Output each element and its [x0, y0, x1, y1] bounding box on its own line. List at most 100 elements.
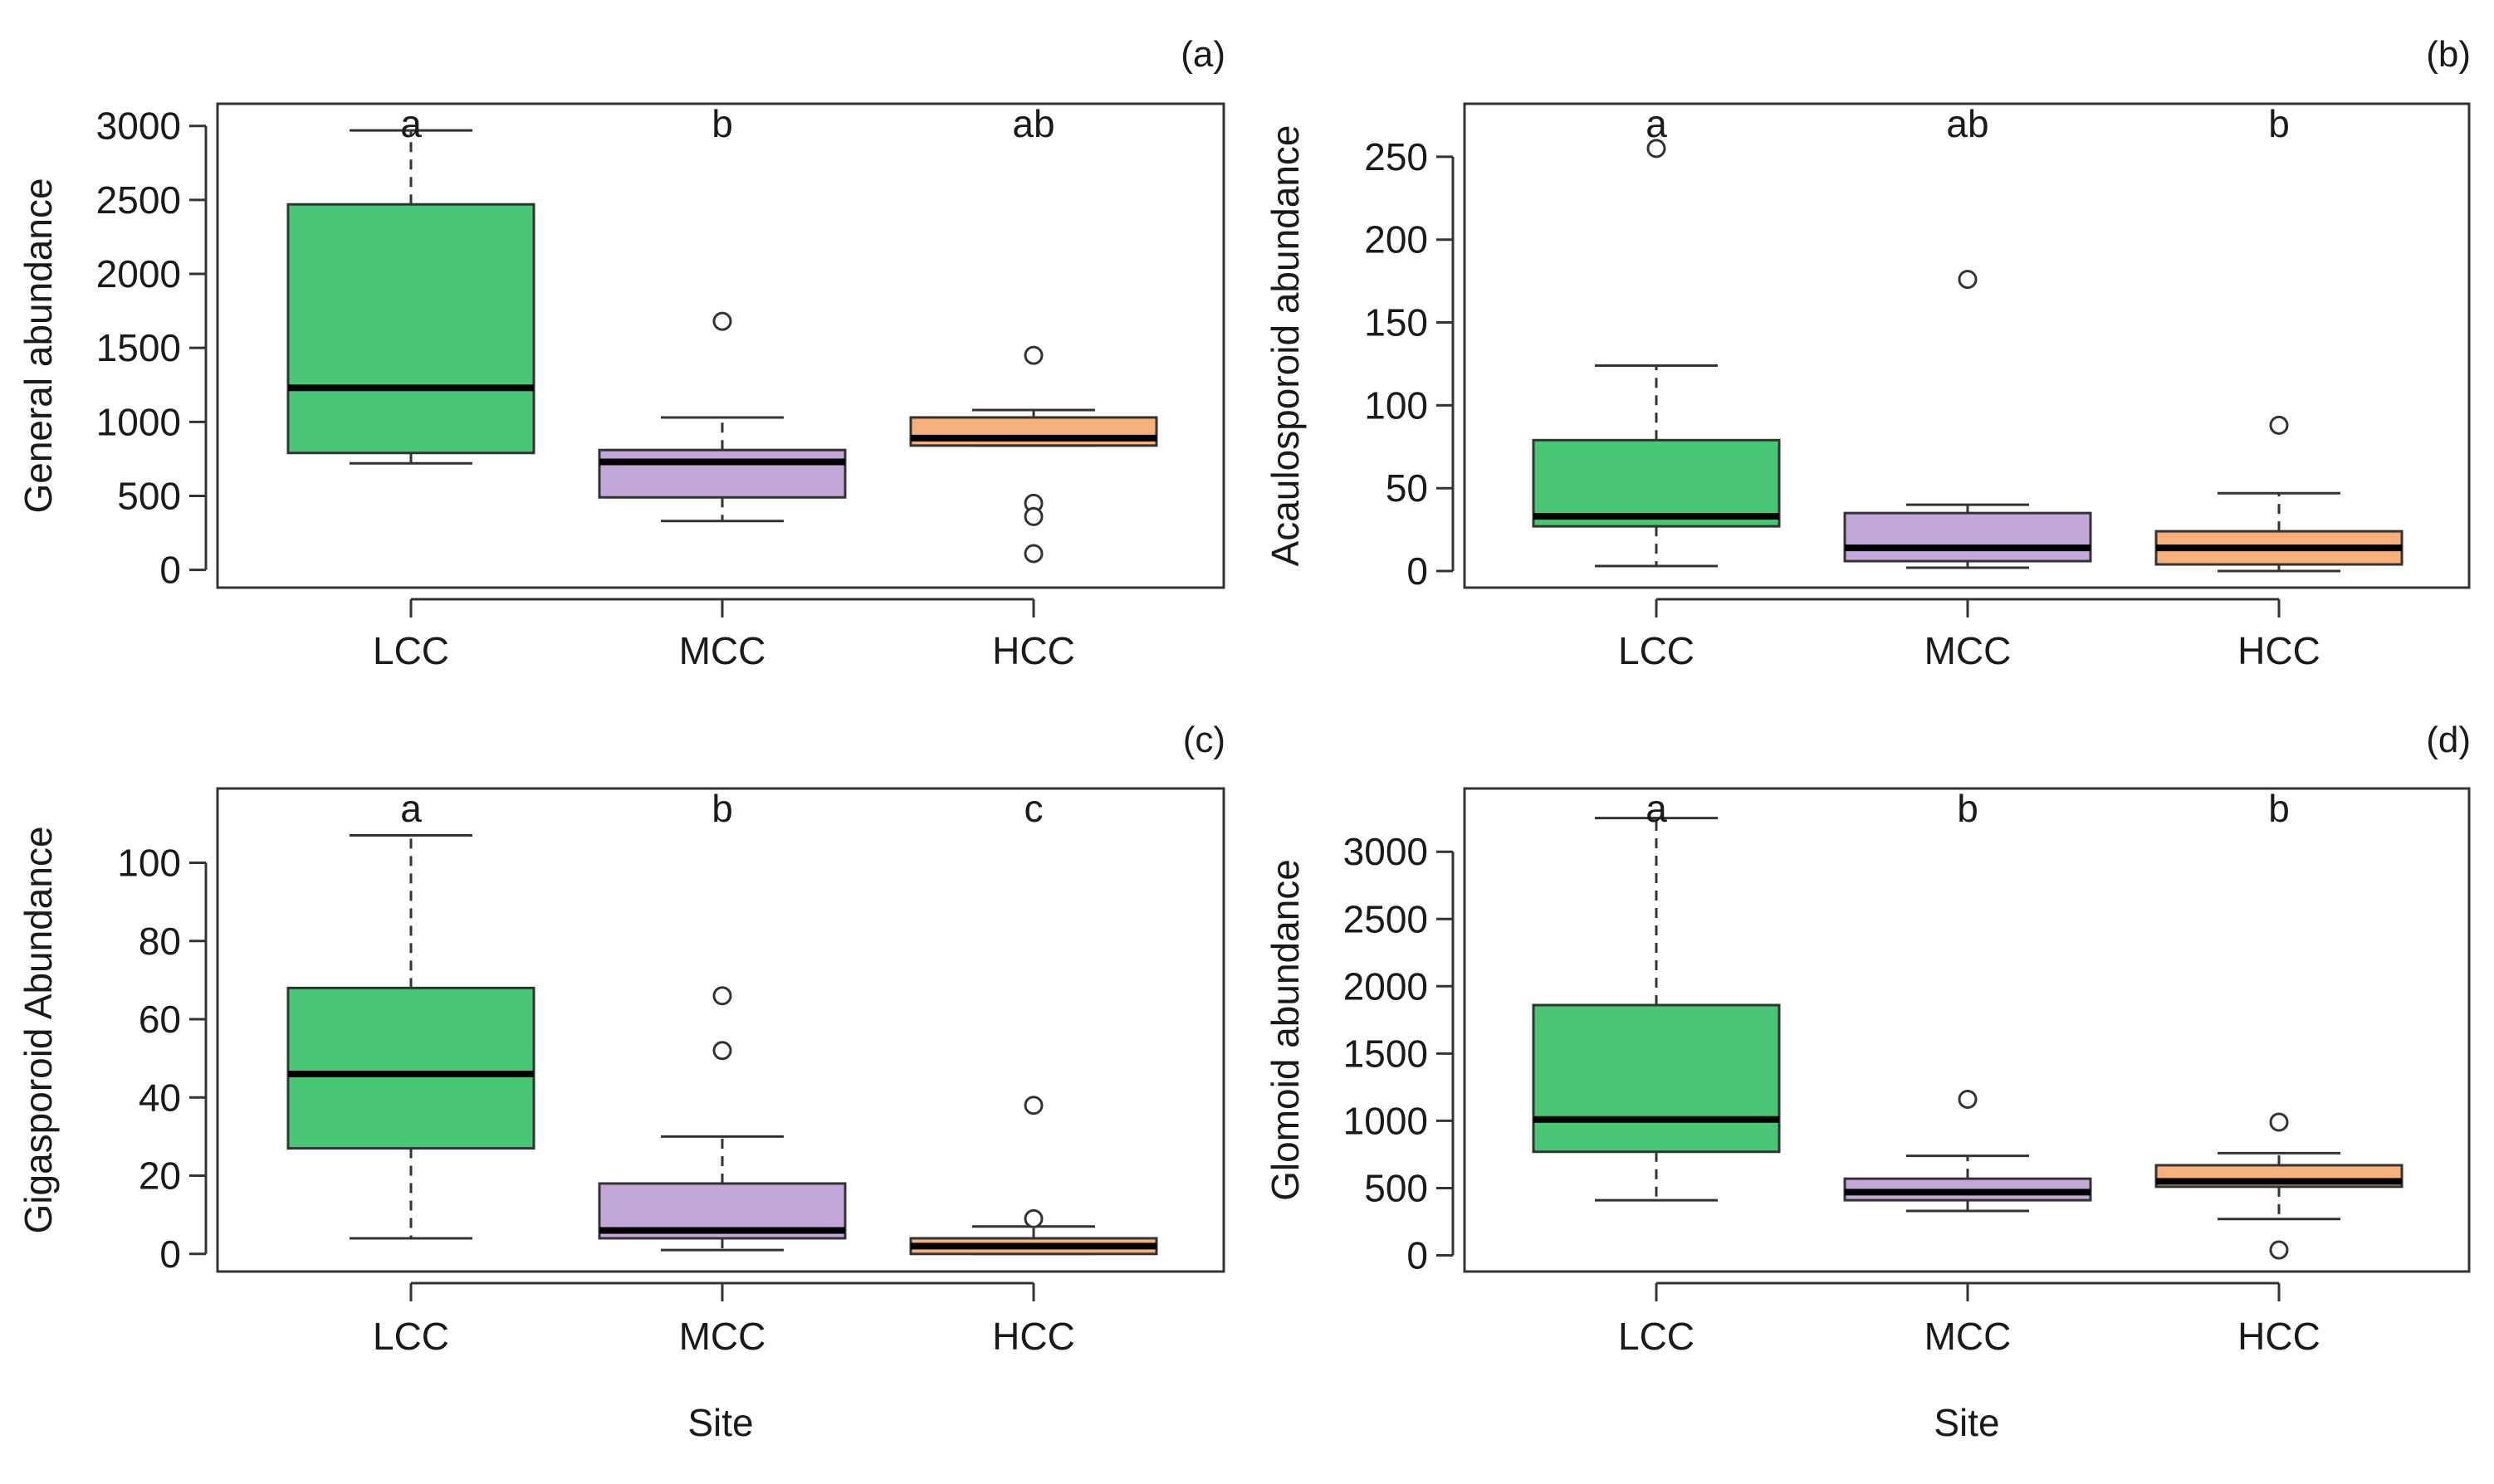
- x-tick-label: HCC: [992, 1315, 1075, 1358]
- x-tick-label: HCC: [2237, 629, 2320, 672]
- outlier-point: [1024, 1096, 1044, 1115]
- plot-frame: [216, 102, 1225, 589]
- outlier-point: [1024, 544, 1044, 564]
- outlier-point: [1024, 1208, 1044, 1228]
- iqr-box: [1843, 511, 2092, 563]
- iqr-box: [286, 986, 535, 1150]
- y-tick-label: 150: [1364, 301, 1428, 344]
- significance-letter: b: [712, 787, 733, 830]
- outlier-point: [2269, 1240, 2289, 1260]
- x-tick-label: LCC: [1618, 1315, 1694, 1358]
- y-tick-label: 0: [159, 549, 181, 592]
- y-tick-label: 3000: [96, 105, 181, 148]
- box-mcc: b: [598, 787, 847, 1252]
- y-tick-label: 1500: [96, 326, 181, 369]
- panel-label: (d): [2426, 720, 2471, 760]
- panel-b: (b) 0 50 100 150 200 250 Acaulosporoid abundanc…: [1264, 34, 2471, 672]
- y-tick-label: 100: [117, 842, 181, 885]
- outlier-point: [712, 986, 732, 1006]
- box-mcc: ab: [1843, 102, 2092, 569]
- panel-a: (a) 0 500 1000 1500 2000 2500 3000 General abund…: [17, 34, 1225, 672]
- y-tick-label: 200: [1364, 218, 1428, 261]
- x-tick-label: MCC: [1924, 629, 2012, 672]
- box-lcc: a: [1532, 787, 1781, 1202]
- iqr-box: [286, 203, 535, 455]
- plot-frame: [1463, 787, 2471, 1273]
- y-tick-label: 0: [1406, 549, 1428, 593]
- y-tick-label: 500: [117, 474, 181, 517]
- y-axis-label: Acaulosporoid abundance: [1264, 125, 1307, 567]
- outlier-point: [2269, 1112, 2289, 1132]
- plot-frame: [1463, 102, 2471, 589]
- significance-letter: a: [400, 787, 422, 830]
- x-tick-label: LCC: [373, 1315, 449, 1358]
- iqr-box: [1532, 1003, 1781, 1154]
- y-axis-label: Gigasporoid Abundance: [17, 826, 60, 1233]
- significance-letter: a: [400, 102, 422, 145]
- box-hcc: b: [2154, 787, 2404, 1260]
- x-tick-label: LCC: [373, 629, 449, 672]
- box-hcc: ab: [909, 102, 1158, 564]
- y-tick-label: 1000: [1343, 1099, 1428, 1142]
- iqr-box: [598, 448, 847, 499]
- outlier-point: [1024, 506, 1044, 526]
- significance-letter: b: [2268, 787, 2290, 830]
- y-tick-label: 80: [139, 920, 181, 963]
- outlier-point: [712, 1041, 732, 1061]
- x-axis-label: Site: [687, 1401, 753, 1444]
- y-tick-label: 2500: [96, 178, 181, 222]
- x-tick-label: MCC: [1924, 1315, 2012, 1358]
- x-tick-label: MCC: [679, 1315, 766, 1358]
- y-tick-label: 100: [1364, 383, 1428, 427]
- outlier-point: [1958, 270, 1978, 290]
- y-tick-label: 1000: [96, 400, 181, 443]
- outlier-point: [712, 311, 732, 331]
- y-tick-label: 3000: [1343, 830, 1428, 873]
- y-tick-label: 50: [1386, 466, 1428, 510]
- outlier-point: [1958, 1089, 1978, 1109]
- y-tick-label: 2000: [96, 252, 181, 295]
- y-tick-label: 500: [1364, 1166, 1428, 1209]
- y-tick-label: 20: [139, 1154, 181, 1198]
- y-tick-label: 40: [139, 1076, 181, 1119]
- box-mcc: b: [1843, 787, 2092, 1213]
- box-lcc: a: [286, 102, 535, 465]
- x-axis-label: Site: [1934, 1401, 1999, 1444]
- y-tick-label: 0: [1406, 1234, 1428, 1277]
- iqr-box: [1532, 438, 1781, 528]
- y-tick-label: 2500: [1343, 897, 1428, 940]
- significance-letter: ab: [1012, 102, 1054, 145]
- significance-letter: c: [1024, 787, 1044, 830]
- x-tick-label: HCC: [2237, 1315, 2320, 1358]
- box-lcc: a: [1532, 102, 1781, 568]
- y-tick-label: 250: [1364, 135, 1428, 178]
- outlier-point: [1024, 345, 1044, 365]
- y-tick-label: 1500: [1343, 1032, 1428, 1075]
- significance-letter: a: [1646, 102, 1667, 145]
- y-tick-label: 0: [159, 1233, 181, 1276]
- y-tick-label: 60: [139, 998, 181, 1041]
- x-tick-label: HCC: [992, 629, 1075, 672]
- significance-letter: ab: [1946, 102, 1988, 145]
- panel-label: (c): [1183, 720, 1225, 760]
- panel-label: (a): [1181, 34, 1225, 75]
- x-tick-label: LCC: [1618, 629, 1694, 672]
- panel-d: (d) 0 500 1000 1500 2000 2500 3000 Glomoid abund…: [1264, 720, 2471, 1444]
- box-lcc: a: [286, 787, 535, 1240]
- significance-letter: a: [1646, 787, 1667, 830]
- y-axis-label: General abundance: [17, 178, 60, 513]
- box-hcc: b: [2154, 102, 2404, 573]
- significance-letter: b: [2268, 102, 2290, 145]
- plot-frame: [216, 787, 1225, 1273]
- panel-label: (b): [2426, 34, 2471, 75]
- significance-letter: b: [1957, 787, 1978, 830]
- significance-letter: b: [712, 102, 733, 145]
- box-mcc: b: [598, 102, 847, 523]
- panel-c: (c) 0 20 40 60 80 100 Gigasporoid Abundance LCC M…: [17, 720, 1225, 1444]
- outlier-point: [1646, 139, 1666, 159]
- box-hcc: c: [909, 787, 1158, 1256]
- outlier-point: [2269, 415, 2289, 435]
- y-tick-label: 2000: [1343, 964, 1428, 1008]
- y-axis-label: Glomoid abundance: [1264, 859, 1307, 1201]
